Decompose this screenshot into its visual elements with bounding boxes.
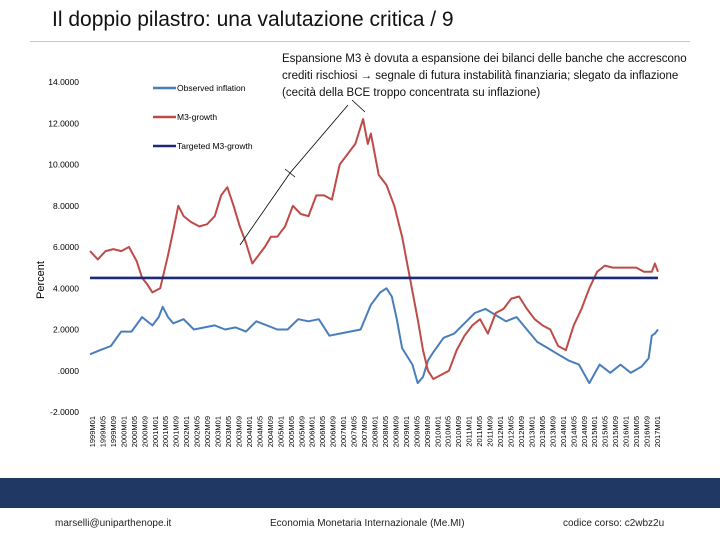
x-tick-label: 2001M01 xyxy=(151,416,160,447)
x-tick-label: 1999M05 xyxy=(98,416,107,447)
x-tick-label: 2006M01 xyxy=(308,416,317,447)
x-tick-label: 2002M09 xyxy=(203,416,212,447)
x-tick-label: 2002M01 xyxy=(182,416,191,447)
x-tick-label: 2005M09 xyxy=(297,416,306,447)
x-tick-label: 2013M05 xyxy=(538,416,547,447)
chart: 14.0000 12.0000 10.0000 8.0000 6.0000 4.0000 2… xyxy=(35,77,662,447)
x-tick-label: 2016M01 xyxy=(622,416,631,447)
y-tick-label: 14.0000 xyxy=(48,77,79,87)
x-tick-label: 2011M01 xyxy=(465,416,474,447)
x-tick-label: 2001M05 xyxy=(161,416,170,447)
x-tick-label: 2008M01 xyxy=(371,416,380,447)
x-tick-label: 2008M05 xyxy=(381,416,390,447)
x-tick-label: 2004M09 xyxy=(266,416,275,447)
x-tick-label: 2004M01 xyxy=(245,416,254,447)
x-tick-label: 1999M01 xyxy=(88,416,97,447)
slide-title: Il doppio pilastro: una valutazione crit… xyxy=(52,8,454,31)
x-tick-label: 2000M01 xyxy=(119,416,128,447)
x-tick-label: 2003M05 xyxy=(224,416,233,447)
annotation-pointer xyxy=(289,104,349,174)
x-tick-label: 2009M01 xyxy=(402,416,411,447)
x-tick-label: 2012M01 xyxy=(496,416,505,447)
footer-code: codice corso: c2wbz2u xyxy=(563,518,665,529)
x-tick-label: 2014M05 xyxy=(569,416,578,447)
y-tick-label: 4.0000 xyxy=(53,283,79,293)
x-tick-label: 2015M01 xyxy=(590,416,599,447)
chart-legend: Observed inflation M3-growth Targeted M3-g… xyxy=(153,83,253,151)
x-tick-label: 2016M05 xyxy=(632,416,641,447)
annotation-pointers xyxy=(239,99,366,246)
y-tick-label: 2.0000 xyxy=(53,325,79,335)
x-tick-label: 2015M05 xyxy=(601,416,610,447)
y-axis-ticks: 14.0000 12.0000 10.0000 8.0000 6.0000 4.0000 2… xyxy=(48,77,79,417)
x-tick-label: 2010M09 xyxy=(454,416,463,447)
series-line-m3-growth xyxy=(89,118,659,380)
x-tick-label: 2009M09 xyxy=(423,416,432,447)
x-tick-label: 2013M01 xyxy=(527,416,536,447)
x-tick-label: 2000M05 xyxy=(130,416,139,447)
x-tick-label: 2009M05 xyxy=(412,416,421,447)
x-tick-label: 2003M09 xyxy=(234,416,243,447)
x-tick-label: 2006M09 xyxy=(329,416,338,447)
x-tick-label: 2010M05 xyxy=(444,416,453,447)
x-tick-label: 2007M05 xyxy=(350,416,359,447)
footer-email: marselli@uniparthenope.it xyxy=(55,518,172,529)
x-tick-label: 2003M01 xyxy=(214,416,223,447)
x-tick-label: 2005M05 xyxy=(287,416,296,447)
x-tick-label: 2010M01 xyxy=(433,416,442,447)
annotation-tick xyxy=(351,99,366,113)
x-tick-label: 2002M05 xyxy=(193,416,202,447)
annotation-text: Espansione M3 è dovuta a espansione dei … xyxy=(282,53,687,99)
x-tick-label: 2011M09 xyxy=(486,416,495,447)
chart-series xyxy=(89,118,659,385)
x-tick-label: 2007M09 xyxy=(360,416,369,447)
x-tick-label: 2017M01 xyxy=(653,416,662,447)
x-tick-label: 2013M09 xyxy=(548,416,557,447)
x-tick-label: 2008M09 xyxy=(391,416,400,447)
annotation-pointer xyxy=(239,172,291,246)
legend-label: M3-growth xyxy=(177,112,217,122)
legend-label: Observed inflation xyxy=(177,83,246,93)
y-axis-label: Percent xyxy=(35,261,47,299)
y-tick-label: 8.0000 xyxy=(53,201,79,211)
x-tick-label: 2011M05 xyxy=(475,416,484,447)
x-tick-label: 2007M01 xyxy=(339,416,348,447)
series-line-observed-inflation xyxy=(89,287,659,385)
y-tick-label: .0000 xyxy=(58,366,80,376)
x-tick-label: 2000M09 xyxy=(140,416,149,447)
x-tick-label: 2006M05 xyxy=(318,416,327,447)
annotation-tick xyxy=(284,168,296,178)
x-axis-ticks: 1999M01 1999M05 1999M09 2000M01 2000M05 2000M… xyxy=(88,416,662,447)
x-tick-label: 2004M05 xyxy=(255,416,264,447)
y-tick-label: 10.0000 xyxy=(48,160,79,170)
x-tick-label: 2005M01 xyxy=(276,416,285,447)
x-tick-label: 2016M09 xyxy=(643,416,652,447)
legend-label: Targeted M3-growth xyxy=(177,141,253,151)
x-tick-label: 2014M09 xyxy=(580,416,589,447)
footer-course: Economia Monetaria Internazionale (Me.MI… xyxy=(270,518,465,529)
x-tick-label: 2015M09 xyxy=(611,416,620,447)
x-tick-label: 2012M05 xyxy=(507,416,516,447)
x-tick-label: 2014M01 xyxy=(559,416,568,447)
footer-bar xyxy=(0,478,720,508)
x-tick-label: 2001M09 xyxy=(172,416,181,447)
y-tick-label: -2.0000 xyxy=(50,407,79,417)
y-tick-label: 6.0000 xyxy=(53,242,79,252)
title-divider xyxy=(30,41,690,42)
y-tick-label: 12.0000 xyxy=(48,118,79,128)
x-tick-label: 2012M09 xyxy=(517,416,526,447)
x-tick-label: 1999M09 xyxy=(109,416,118,447)
